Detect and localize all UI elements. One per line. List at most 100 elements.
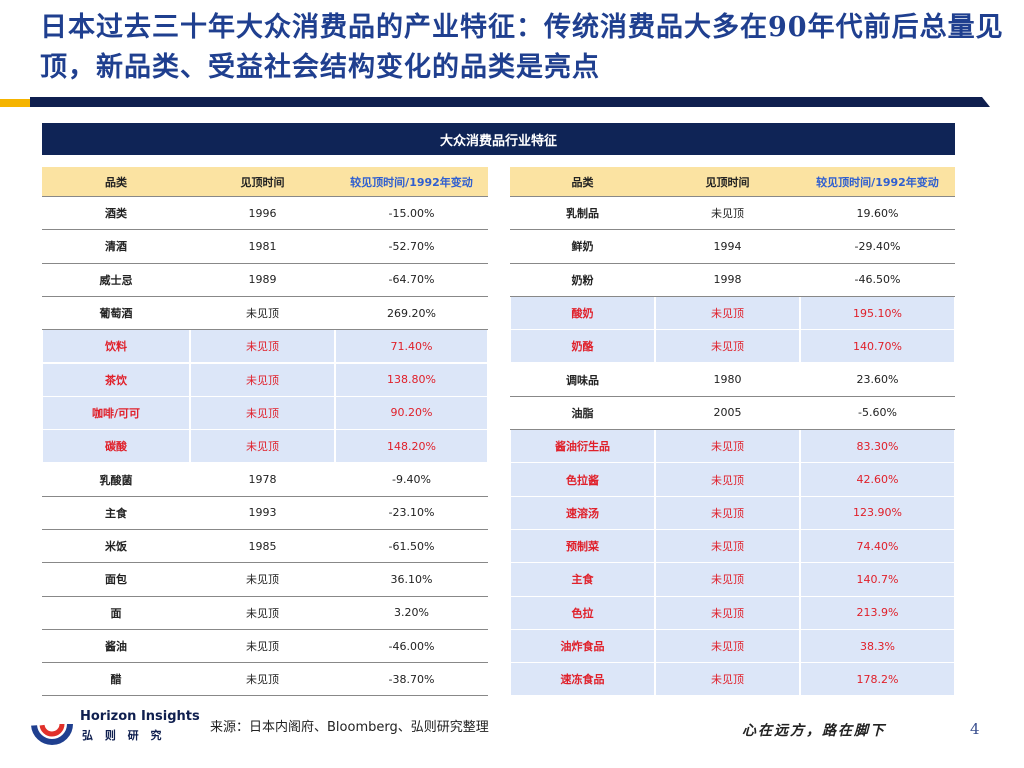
table-cell: 酱油 [42,630,190,664]
table-cell: 未见顶 [656,530,799,564]
table-cell: 未见顶 [191,363,334,397]
table-cell: 酱油衍生品 [511,430,654,464]
table-cell: 3.20% [335,597,488,630]
column-header: 见顶时间 [655,167,800,197]
table-cell: 1978 [190,463,335,497]
table-cell: 未见顶 [656,430,799,464]
table-cell: 1998 [655,264,800,297]
table-cell: 未见顶 [191,396,334,431]
table-cell: 未见顶 [190,597,335,630]
table-cell: 148.20% [336,430,487,464]
table-cell: 未见顶 [190,630,335,664]
table-cell: 速溶汤 [511,496,654,530]
logo-arc [31,703,73,745]
table-cell: -52.70% [335,230,488,264]
table-cell: 主食 [42,497,190,530]
table-cell: 醋 [42,663,190,697]
table-cell: 碳酸 [43,430,189,464]
table-cell: 2005 [655,397,800,431]
source-note: 来源：日本内阁府、Bloomberg、弘则研究整理 [210,720,489,735]
table-cell: 饮料 [43,330,189,364]
table-cell: -46.00% [335,630,488,664]
table-cell: 123.90% [801,496,954,530]
table-cell: 213.9% [801,596,954,630]
table-cell: 主食 [511,563,654,597]
table-cell: -38.70% [335,663,488,697]
table-cell: 178.2% [801,663,954,697]
table-cell: 19.60% [800,197,955,231]
table-cell: 奶酪 [511,330,654,364]
table-cell: 油炸食品 [511,629,654,664]
table-cell: 预制菜 [511,530,654,564]
table-cell: 米饭 [42,530,190,564]
table-cell: 速冻食品 [511,663,654,697]
logo-cn: 弘 则 研 究 [82,729,166,742]
table-cell: 清酒 [42,230,190,264]
column-header: 品类 [510,167,655,197]
table-cell: -23.10% [335,497,488,530]
table-cell: 83.30% [801,430,954,464]
table-cell: 1985 [190,530,335,564]
table-cell: 茶饮 [43,363,189,397]
slide-title: 日本过去三十年大众消费品的产业特征：传统消费品大多在90年代前后总量见顶，新品类… [40,12,1004,83]
header-rule [30,97,990,107]
table-cell: 油脂 [510,397,655,431]
table-cell: 未见顶 [656,296,799,331]
table-cell: -5.60% [800,397,955,431]
table-cell: 1996 [190,197,335,231]
table-cell: 140.7% [801,563,954,597]
table-cell: -15.00% [335,197,488,231]
table-cell: 咖啡/可可 [43,396,189,431]
table-cell: -64.70% [335,264,488,297]
rule-shape [30,97,990,107]
table-cell: 色拉酱 [511,463,654,497]
table-cell: 葡萄酒 [42,297,190,331]
table-cell: 未见顶 [190,297,335,331]
table-cell: 奶粉 [510,264,655,297]
table-cell: -46.50% [800,264,955,297]
table-cell: 未见顶 [656,330,799,364]
table-cell: 面 [42,597,190,630]
table-cell: 36.10% [335,563,488,597]
table-cell: 未见顶 [656,496,799,530]
table-cell: 90.20% [336,396,487,431]
table-cell: 1994 [655,230,800,264]
column-header: 见顶时间 [190,167,335,197]
table-cell: 42.60% [801,463,954,497]
slogan: 心在远方，路在脚下 [742,723,886,739]
table-cell: -61.50% [335,530,488,564]
table-cell: 未见顶 [190,663,335,697]
table-cell: 1980 [655,364,800,397]
table-cell: 71.40% [336,330,487,364]
table-cell: 未见顶 [656,563,799,597]
table-cell: 未见顶 [190,563,335,597]
table-cell: -29.40% [800,230,955,264]
table-cell: 1981 [190,230,335,264]
logo-arc [39,711,65,737]
table-cell: 138.80% [336,363,487,397]
table-cell: 38.3% [801,629,954,664]
table-cell: 调味品 [510,364,655,397]
table-cell: 未见顶 [656,596,799,630]
column-header: 较见顶时间/1992年变动 [800,167,955,197]
table-cell: 乳酸菌 [42,463,190,497]
table-cell: 威士忌 [42,264,190,297]
table-cell: 269.20% [335,297,488,331]
logo-icon [31,703,73,745]
table-cell: 乳制品 [510,197,655,231]
table-cell: 未见顶 [656,463,799,497]
logo-name: Horizon Insights [80,709,200,724]
accent-bar [0,99,30,107]
table-cell: 1993 [190,497,335,530]
table-cell: 74.40% [801,530,954,564]
table-cell: 1989 [190,264,335,297]
table-cell: 未见顶 [655,197,800,231]
table-cell: 酒类 [42,197,190,231]
table-cell: 195.10% [801,296,954,331]
table-title: 大众消费品行业特征 [42,123,955,155]
table-cell: 未见顶 [191,430,334,464]
table-cell: 未见顶 [656,663,799,697]
column-header: 较见顶时间/1992年变动 [335,167,488,197]
table-cell: 色拉 [511,596,654,630]
